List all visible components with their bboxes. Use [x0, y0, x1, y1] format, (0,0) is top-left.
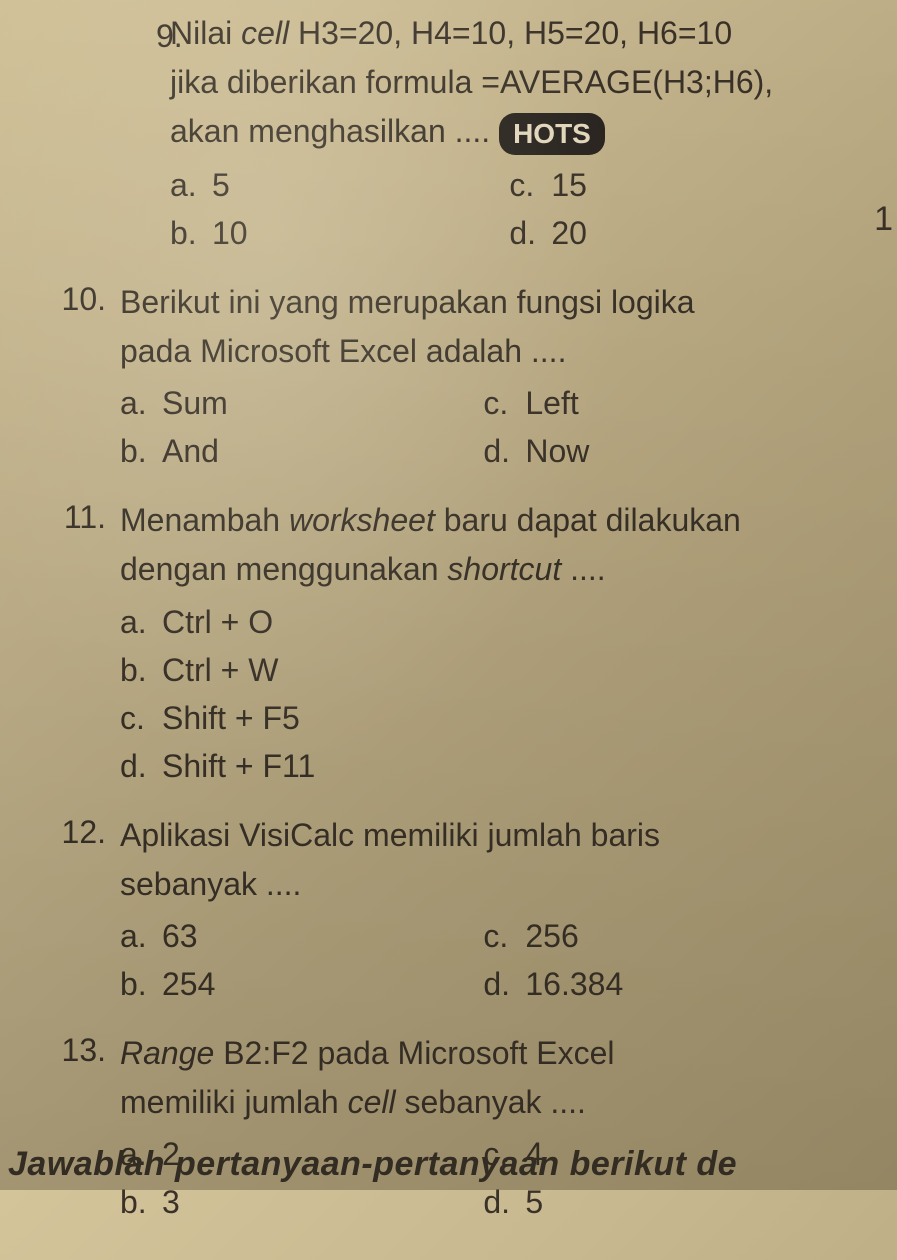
option-text: Now	[525, 433, 589, 469]
option-text: 63	[162, 918, 198, 954]
options: a.Ctrl + O b.Ctrl + W c.Shift + F5 d.Shi…	[120, 598, 877, 790]
option-d: d.16.384	[483, 960, 877, 1008]
question-10: 10. Berikut ini yang merupakan fungsi lo…	[60, 281, 877, 475]
footer-instruction: Jawablah pertanyaan-pertanyaan berikut d…	[0, 1145, 897, 1184]
question-text-line: akan menghasilkan .... HOTS	[170, 110, 877, 154]
question-body: Aplikasi VisiCalc memiliki jumlah baris …	[120, 814, 877, 1008]
worksheet-page: 9. Nilai cell H3=20, H4=10, H5=20, H6=10…	[0, 0, 897, 1260]
option-text: 254	[162, 966, 215, 1002]
text: baru dapat dilakukan	[435, 502, 741, 538]
option-b: b.10	[170, 209, 509, 257]
question-number: 12.	[60, 814, 120, 851]
option-label: c.	[509, 161, 551, 209]
option-text: And	[162, 433, 219, 469]
question-number: 10.	[60, 281, 120, 318]
option-label: d.	[509, 209, 551, 257]
option-c: c.256	[483, 912, 877, 960]
option-text: 16.384	[525, 966, 623, 1002]
question-9: 9. Nilai cell H3=20, H4=10, H5=20, H6=10…	[60, 10, 877, 257]
option-label: a.	[120, 379, 162, 427]
option-text: 5	[212, 167, 230, 203]
question-body: Menambah worksheet baru dapat dilakukan …	[120, 499, 877, 789]
question-text-line: Berikut ini yang merupakan fungsi logika	[120, 281, 877, 324]
question-text-line: Aplikasi VisiCalc memiliki jumlah baris	[120, 814, 877, 857]
options: a.63 b.254 c.256 d.16.384	[120, 912, 877, 1008]
option-label: d.	[483, 960, 525, 1008]
option-text: Ctrl + O	[162, 604, 273, 640]
text-italic: worksheet	[289, 502, 435, 538]
question-body: Range B2:F2 pada Microsoft Excel memilik…	[120, 1032, 877, 1226]
option-text: 20	[551, 215, 587, 251]
question-text-line: Range B2:F2 pada Microsoft Excel	[120, 1032, 877, 1075]
option-text: 256	[525, 918, 578, 954]
text: ....	[561, 551, 605, 587]
question-number: 13.	[60, 1032, 120, 1069]
option-label: c.	[483, 379, 525, 427]
text: memiliki jumlah	[120, 1084, 348, 1120]
option-label: b.	[120, 646, 162, 694]
option-text: 15	[551, 167, 587, 203]
question-number: 9.	[156, 18, 183, 55]
option-text: Sum	[162, 385, 228, 421]
option-label: d.	[483, 427, 525, 475]
option-text: 10	[212, 215, 248, 251]
option-label: c.	[483, 912, 525, 960]
question-text-line: Menambah worksheet baru dapat dilakukan	[120, 499, 877, 542]
options: a.Sum b.And c.Left d.Now	[120, 379, 877, 475]
question-12: 12. Aplikasi VisiCalc memiliki jumlah ba…	[60, 814, 877, 1008]
option-c: c.15	[509, 161, 877, 209]
question-text-line: dengan menggunakan shortcut ....	[120, 548, 877, 591]
option-b: b.Ctrl + W	[120, 646, 877, 694]
option-label: b.	[120, 960, 162, 1008]
text: H3=20, H4=10, H5=20, H6=10	[289, 15, 732, 51]
text: B2:F2 pada Microsoft Excel	[214, 1035, 614, 1071]
option-c: c.Left	[483, 379, 877, 427]
question-text-line: memiliki jumlah cell sebanyak ....	[120, 1081, 877, 1124]
option-label: d.	[120, 742, 162, 790]
option-a: a.5	[170, 161, 509, 209]
text: Menambah	[120, 502, 289, 538]
option-label: a.	[120, 598, 162, 646]
page-edge-number: 1	[874, 200, 893, 239]
text-italic: Range	[120, 1035, 214, 1071]
question-text-line: Nilai cell H3=20, H4=10, H5=20, H6=10	[170, 12, 877, 55]
option-c: c.Shift + F5	[120, 694, 877, 742]
option-text: Left	[525, 385, 578, 421]
text: akan menghasilkan ....	[170, 113, 490, 149]
option-text: Ctrl + W	[162, 652, 278, 688]
option-label: d.	[483, 1178, 525, 1226]
option-label: b.	[170, 209, 212, 257]
question-body: Berikut ini yang merupakan fungsi logika…	[120, 281, 877, 475]
option-b: b.3	[120, 1178, 483, 1226]
question-text-line: jika diberikan formula =AVERAGE(H3;H6),	[170, 61, 877, 104]
option-d: d.20	[509, 209, 877, 257]
question-number: 11.	[60, 499, 120, 536]
option-label: c.	[120, 694, 162, 742]
question-text-line: sebanyak ....	[120, 863, 877, 906]
text: sebanyak ....	[396, 1084, 586, 1120]
question-text-line: pada Microsoft Excel adalah ....	[120, 330, 877, 373]
text-italic: shortcut	[447, 551, 561, 587]
options: a.5 b.10 c.15 d.20	[170, 161, 877, 257]
option-d: d.Shift + F11	[120, 742, 877, 790]
option-text: Shift + F5	[162, 700, 300, 736]
text-italic: cell	[348, 1084, 396, 1120]
option-label: b.	[120, 1178, 162, 1226]
option-a: a.Sum	[120, 379, 483, 427]
text-italic: cell	[241, 15, 289, 51]
question-13: 13. Range B2:F2 pada Microsoft Excel mem…	[60, 1032, 877, 1226]
option-d: d.Now	[483, 427, 877, 475]
option-a: a.63	[120, 912, 483, 960]
hots-badge: HOTS	[499, 113, 605, 155]
option-d: d.5	[483, 1178, 877, 1226]
option-label: a.	[120, 912, 162, 960]
option-b: b.And	[120, 427, 483, 475]
text: dengan menggunakan	[120, 551, 447, 587]
option-label: a.	[170, 161, 212, 209]
option-a: a.Ctrl + O	[120, 598, 877, 646]
option-label: b.	[120, 427, 162, 475]
option-b: b.254	[120, 960, 483, 1008]
question-11: 11. Menambah worksheet baru dapat dilaku…	[60, 499, 877, 789]
option-text: Shift + F11	[162, 748, 315, 784]
